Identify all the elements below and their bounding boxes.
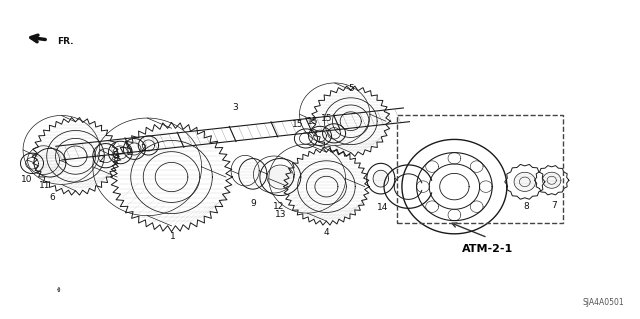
Text: 7: 7 [551,201,556,210]
Text: 2: 2 [99,155,104,164]
Text: 2: 2 [141,144,146,153]
Text: 2: 2 [113,151,118,160]
Text: 11: 11 [39,181,51,189]
Text: 14: 14 [377,204,388,212]
Text: SJA4A0501: SJA4A0501 [582,298,624,307]
Text: 3: 3 [233,103,238,112]
Bar [397,115,563,223]
Text: 8: 8 [524,202,529,211]
Text: 6: 6 [50,193,55,202]
Text: 2: 2 [127,148,132,157]
Text: 5: 5 [348,84,353,93]
Text: 12: 12 [273,202,284,211]
Text: 15: 15 [307,117,318,126]
Text: FR.: FR. [58,37,74,46]
Text: 13: 13 [275,210,286,219]
Text: 15: 15 [321,114,332,122]
Text: 9: 9 [251,199,256,208]
Text: 4: 4 [324,228,329,237]
Text: 10: 10 [21,175,33,184]
Text: ATM-2-1: ATM-2-1 [462,244,513,255]
Text: 1: 1 [170,232,175,241]
Text: 15: 15 [292,120,303,129]
